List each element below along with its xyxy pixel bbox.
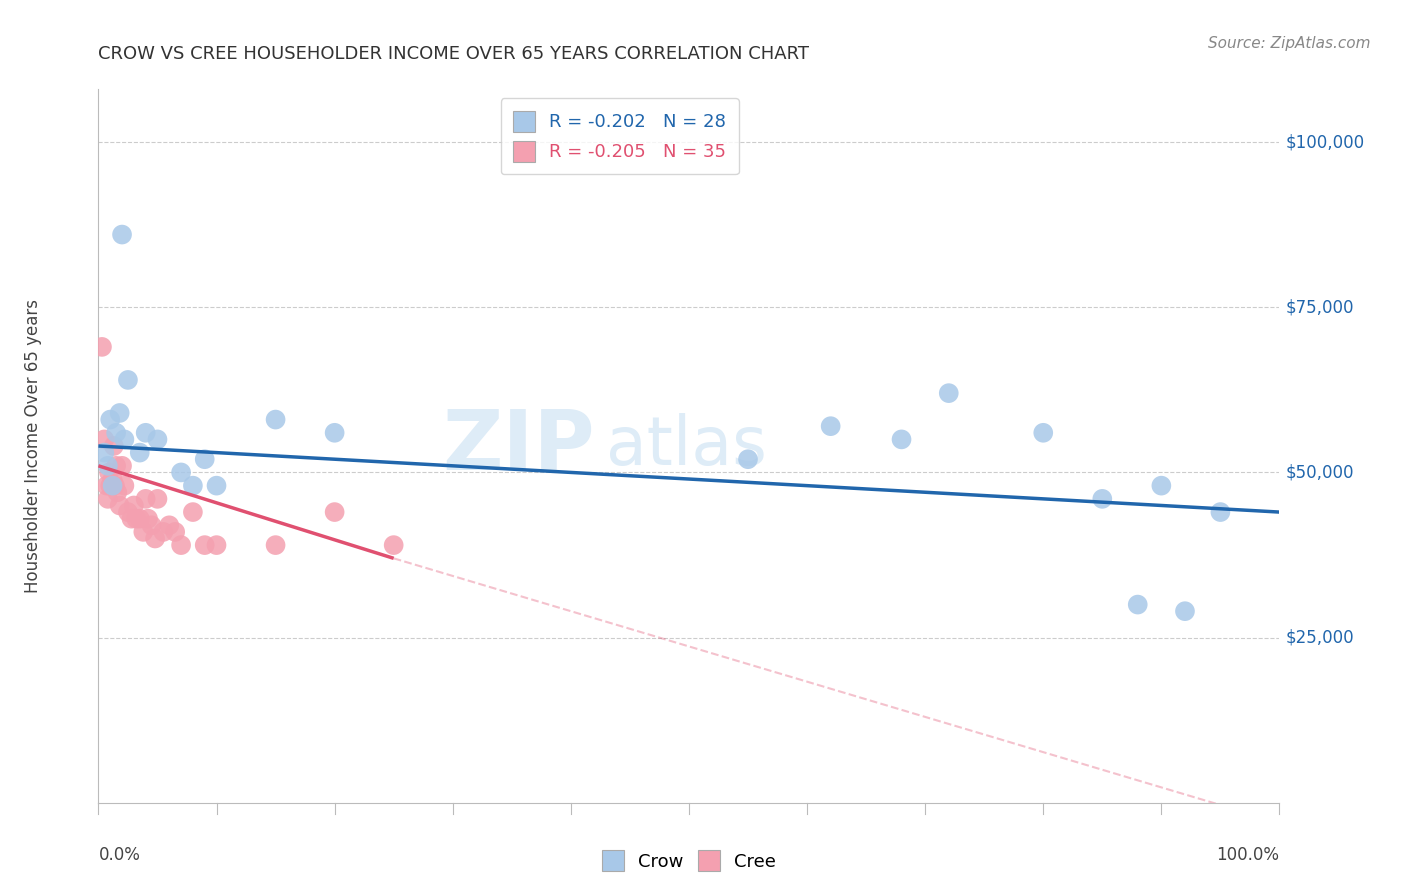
Point (93, 433, 115, 447)
Point (97, 458, 120, 473)
Point (1209, 505, 1232, 519)
Point (170, 538, 193, 552)
Point (122, 499, 145, 513)
Point (136, 511, 159, 525)
Point (105, 458, 128, 473)
Point (135, 425, 157, 440)
Point (1032, 425, 1054, 440)
Point (103, 439, 125, 453)
Legend: Crow, Cree: Crow, Cree (595, 843, 783, 879)
Point (205, 478, 228, 492)
Point (96, 478, 118, 492)
Point (181, 505, 204, 519)
Point (194, 538, 217, 552)
Point (128, 511, 150, 525)
Point (125, 511, 148, 525)
Point (111, 458, 134, 473)
Point (101, 472, 124, 486)
Point (141, 518, 163, 533)
Point (105, 425, 128, 440)
Point (165, 524, 187, 539)
Point (112, 478, 135, 492)
Point (117, 505, 139, 519)
Point (170, 466, 193, 480)
Point (194, 452, 217, 467)
Point (264, 412, 287, 426)
Text: Source: ZipAtlas.com: Source: ZipAtlas.com (1208, 36, 1371, 51)
Point (264, 538, 287, 552)
Point (737, 452, 759, 467)
Point (1174, 604, 1197, 618)
Point (1126, 598, 1149, 612)
Point (890, 433, 912, 447)
Point (108, 406, 131, 420)
Point (111, 227, 134, 242)
Point (128, 445, 150, 459)
Point (104, 478, 127, 492)
Point (97, 491, 120, 506)
Point (323, 505, 346, 519)
Point (98, 412, 121, 426)
Text: $100,000: $100,000 (1285, 133, 1364, 151)
Legend: R = -0.202   N = 28, R = -0.205   N = 35: R = -0.202 N = 28, R = -0.205 N = 35 (501, 98, 740, 174)
Point (93, 445, 115, 459)
Point (105, 485, 128, 500)
Text: $75,000: $75,000 (1285, 298, 1354, 317)
Point (98, 466, 121, 480)
Point (108, 499, 131, 513)
Point (101, 478, 124, 492)
Text: 0.0%: 0.0% (98, 846, 141, 863)
Point (146, 491, 169, 506)
Text: Householder Income Over 65 years: Householder Income Over 65 years (24, 299, 42, 593)
Point (382, 538, 405, 552)
Point (152, 524, 174, 539)
Point (117, 373, 139, 387)
Point (323, 425, 346, 440)
Point (181, 478, 204, 492)
Point (820, 419, 842, 434)
Point (1091, 491, 1114, 506)
Point (938, 386, 960, 401)
Text: $50,000: $50,000 (1285, 464, 1354, 482)
Point (1150, 478, 1173, 492)
Point (205, 538, 228, 552)
Point (91, 340, 114, 354)
Text: CROW VS CREE HOUSEHOLDER INCOME OVER 65 YEARS CORRELATION CHART: CROW VS CREE HOUSEHOLDER INCOME OVER 65 … (98, 45, 810, 62)
Point (112, 433, 135, 447)
Text: atlas: atlas (606, 413, 768, 479)
Point (132, 524, 155, 539)
Point (146, 433, 169, 447)
Text: 100.0%: 100.0% (1216, 846, 1279, 863)
Point (98, 478, 121, 492)
Point (157, 518, 180, 533)
Text: ZIP: ZIP (441, 406, 595, 486)
Point (121, 511, 143, 525)
Point (143, 532, 166, 546)
Text: $25,000: $25,000 (1285, 629, 1354, 647)
Point (135, 491, 157, 506)
